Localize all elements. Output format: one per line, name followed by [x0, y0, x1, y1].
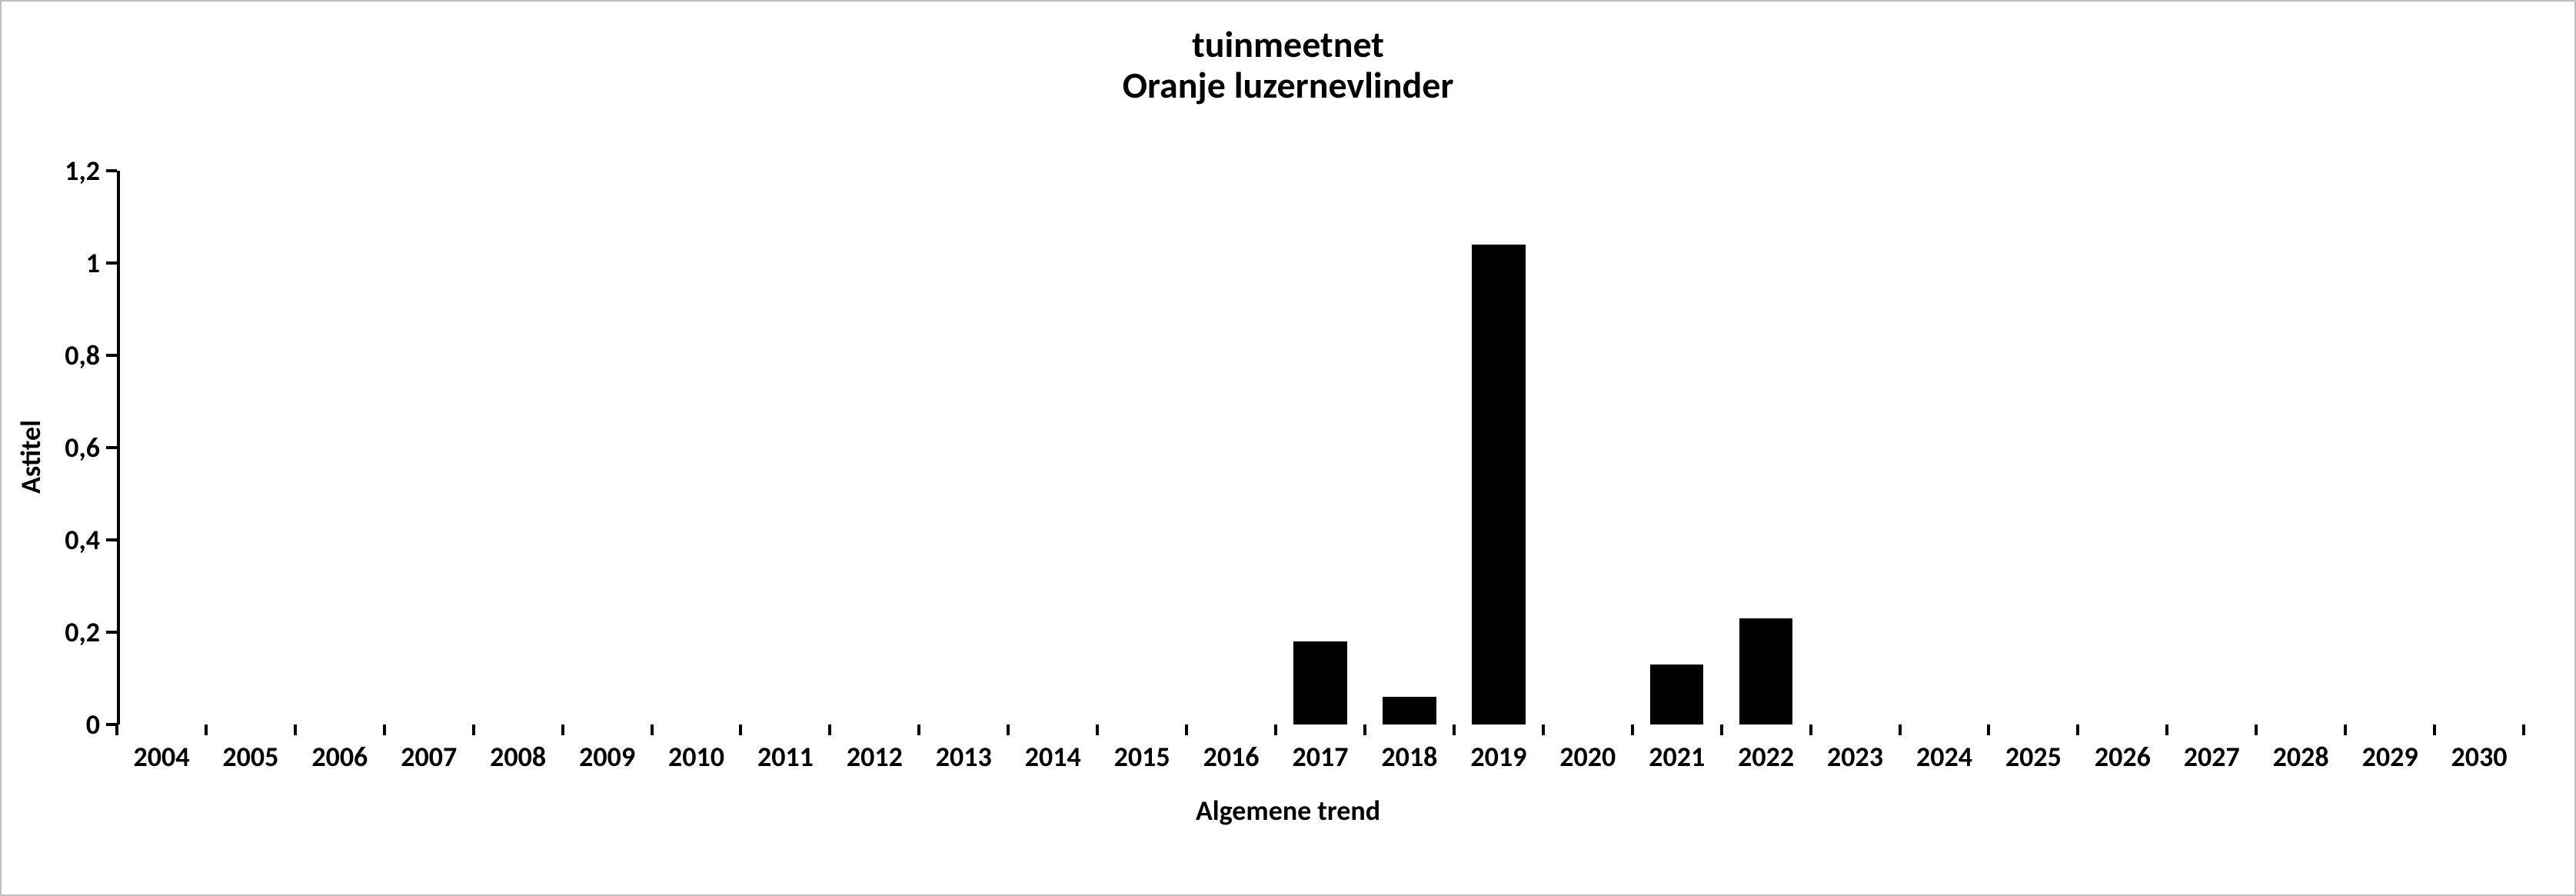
x-tick-label: 2004	[133, 740, 189, 774]
bar	[1293, 641, 1347, 724]
x-tick	[917, 724, 920, 735]
x-tick-label: 2026	[2095, 740, 2151, 774]
x-tick	[828, 724, 831, 735]
x-tick-label: 2011	[757, 740, 814, 774]
x-tick	[1631, 724, 1634, 735]
x-tick-label: 2019	[1470, 740, 1526, 774]
x-tick	[115, 724, 118, 735]
x-tick-label: 2006	[311, 740, 368, 774]
plot-area: 00,20,40,60,811,220042005200620072008200…	[117, 171, 2524, 724]
y-tick	[106, 446, 117, 449]
y-tick-label: 1	[86, 246, 100, 280]
x-tick-label: 2013	[936, 740, 992, 774]
chart-title-line1: tuinmeetnet	[2, 25, 2574, 65]
x-tick	[472, 724, 475, 735]
x-tick	[1274, 724, 1277, 735]
x-tick	[383, 724, 386, 735]
chart-container: tuinmeetnet Oranje luzernevlinder Astite…	[0, 0, 2576, 896]
y-tick	[106, 538, 117, 541]
bar	[1472, 245, 1526, 724]
x-tick	[1720, 724, 1723, 735]
y-tick-label: 0,8	[65, 338, 100, 372]
y-tick-label: 0	[86, 708, 100, 741]
x-tick-label: 2005	[222, 740, 278, 774]
y-tick	[106, 631, 117, 634]
x-tick	[1542, 724, 1545, 735]
x-tick-label: 2022	[1738, 740, 1794, 774]
x-tick	[2165, 724, 2168, 735]
bar	[1739, 618, 1793, 724]
y-tick	[106, 354, 117, 357]
x-tick-label: 2024	[1916, 740, 1972, 774]
chart-title-line2: Oranje luzernevlinder	[2, 65, 2574, 106]
x-tick-label: 2021	[1649, 740, 1705, 774]
y-tick	[106, 169, 117, 172]
x-tick	[561, 724, 564, 735]
y-tick-label: 0,4	[65, 523, 100, 557]
x-tick	[1096, 724, 1099, 735]
x-tick-label: 2020	[1559, 740, 1616, 774]
y-axis-line	[117, 171, 120, 724]
y-axis-title: Astitel	[14, 420, 48, 494]
x-tick-label: 2023	[1827, 740, 1883, 774]
x-tick	[2522, 724, 2525, 735]
x-tick-label: 2016	[1203, 740, 1260, 774]
x-tick	[2433, 724, 2436, 735]
x-tick-label: 2014	[1025, 740, 1081, 774]
x-tick-label: 2027	[2184, 740, 2240, 774]
y-tick-label: 1,2	[65, 154, 100, 188]
x-tick	[1987, 724, 1990, 735]
bar	[1383, 697, 1436, 724]
x-tick-label: 2018	[1381, 740, 1437, 774]
x-tick-label: 2015	[1114, 740, 1170, 774]
x-tick	[2255, 724, 2258, 735]
x-tick	[2076, 724, 2079, 735]
chart-title-block: tuinmeetnet Oranje luzernevlinder	[2, 25, 2574, 106]
x-tick	[1453, 724, 1456, 735]
x-tick	[1809, 724, 1812, 735]
x-tick-label: 2017	[1293, 740, 1349, 774]
y-tick-label: 0,6	[65, 431, 100, 465]
x-tick	[651, 724, 654, 735]
x-tick-label: 2029	[2362, 740, 2418, 774]
x-tick-label: 2012	[847, 740, 903, 774]
x-tick-label: 2028	[2273, 740, 2329, 774]
x-tick-label: 2008	[490, 740, 546, 774]
x-tick	[1363, 724, 1366, 735]
x-tick	[1007, 724, 1010, 735]
x-tick-label: 2007	[401, 740, 457, 774]
x-tick	[1899, 724, 1902, 735]
y-tick	[106, 261, 117, 265]
x-tick	[739, 724, 742, 735]
x-tick-label: 2030	[2451, 740, 2508, 774]
bar	[1650, 665, 1704, 724]
x-tick-label: 2025	[2005, 740, 2062, 774]
x-tick	[1185, 724, 1188, 735]
x-tick	[2344, 724, 2347, 735]
x-axis-title: Algemene trend	[2, 794, 2574, 828]
x-tick	[205, 724, 208, 735]
x-tick	[294, 724, 297, 735]
x-tick-label: 2010	[668, 740, 724, 774]
y-tick-label: 0,2	[65, 615, 100, 649]
x-tick-label: 2009	[579, 740, 635, 774]
